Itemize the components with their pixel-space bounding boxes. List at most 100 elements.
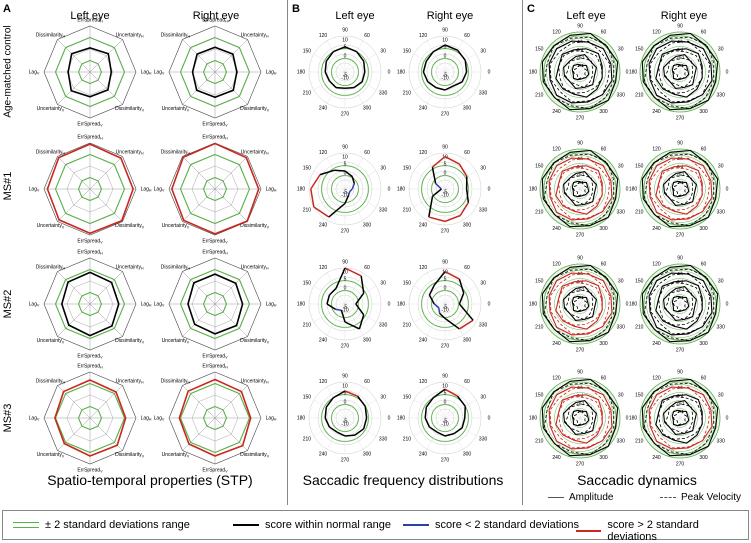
freq-angle-label: 60 (464, 33, 470, 39)
freq-ring-label: -10 (341, 75, 348, 81)
dyn-angle-label: 30 (618, 278, 624, 284)
stp-radar-3-1: ErrSpreadHUncertaintyHLagHDissimilarityV… (154, 363, 277, 473)
freq-series-segment (459, 320, 473, 329)
freq-angle-label: 270 (341, 228, 350, 234)
freq-angle-label: 240 (419, 452, 428, 458)
stp-axis-label: LagV (29, 301, 40, 307)
freq-angle-label: 90 (442, 259, 448, 265)
stp-axis-label: UncertaintyH (241, 33, 269, 39)
stp-axis-label: LagH (141, 186, 152, 192)
freq-series-segment (429, 217, 445, 221)
dyn-angle-label: 240 (652, 341, 661, 347)
freq-ring-label: 0 (444, 170, 447, 176)
freq-angle-label: 330 (379, 90, 388, 96)
dyn-angle-label: 330 (617, 92, 626, 98)
sub-legend-amplitude: Amplitude (548, 492, 613, 503)
freq-angle-label: 0 (488, 186, 491, 192)
dyn-polar-1-0: 90603003303002702402101801501204th3rd2nd… (529, 140, 629, 238)
stp-axis-sub: V (142, 340, 145, 344)
figure-canvas: ErrSpreadH UncertaintyH LagH DissimilarityV… (0, 0, 751, 510)
freq-angle-label: 150 (403, 165, 412, 171)
dyn-angle-label: 210 (635, 209, 644, 215)
freq-angle-label: 150 (303, 165, 312, 171)
stp-axis-label: UncertaintyH (116, 265, 144, 271)
dyn-angle-label: 270 (676, 232, 685, 238)
dyn-angle-label: 270 (676, 461, 685, 467)
stp-axis-label: DissimilarityH (161, 150, 191, 156)
freq-spoke (414, 189, 445, 207)
dyn-angle-label: 60 (601, 29, 607, 35)
stp-axis-sub: H (266, 35, 269, 39)
stp-axis-label: ErrSpreadH (77, 363, 103, 369)
freq-angle-label: 300 (363, 106, 372, 112)
stp-radar-3-0: ErrSpreadHUncertaintyHLagHDissimilarityV… (29, 363, 152, 473)
stp-axis-sub: H (100, 251, 103, 255)
freq-series-segment (336, 88, 345, 89)
freq-ring-label: -10 (441, 421, 448, 427)
freq-angle-label: 180 (397, 301, 406, 307)
freq-angle-label: 60 (464, 265, 470, 271)
dyn-polar-2-0: 90603003303002702402101801501204th3rd2nd… (529, 255, 629, 353)
freq-angle-label: 180 (297, 69, 306, 75)
freq-angle-label: 240 (319, 106, 328, 112)
freq-angle-label: 300 (363, 223, 372, 229)
dyn-polar-3-1: 90603003303002702402101801501204th3rd2nd… (629, 369, 729, 467)
freq-series-segment (453, 82, 462, 86)
freq-angle-label: 0 (388, 415, 391, 421)
dyn-angle-label: 270 (576, 232, 585, 238)
stp-axis-sub: V (187, 340, 190, 344)
stp-axis-sub: V (225, 240, 228, 244)
dyn-angle-label: 150 (635, 46, 644, 52)
stp-axis-label: LagV (154, 69, 165, 75)
dyn-angle-label: 300 (699, 341, 708, 347)
stp-radar-1-1: ErrSpreadHUncertaintyHLagHDissimilarityV… (154, 134, 277, 244)
freq-series-segment (454, 428, 462, 434)
freq-series-segment (325, 407, 326, 418)
freq-series-segment (425, 418, 429, 427)
stp-axis-label: UncertaintyV (37, 338, 65, 344)
freq-spoke (414, 72, 445, 90)
dyn-angle-label: 210 (535, 438, 544, 444)
dyn-angle-label: 120 (652, 29, 661, 35)
freq-series-segment (325, 72, 329, 81)
freq-angle-label: 90 (442, 27, 448, 33)
dyn-angle-label: 0 (726, 69, 729, 75)
dyn-angle-label: 300 (699, 109, 708, 115)
stp-axis-label: ErrSpreadH (202, 249, 228, 255)
dyn-angle-label: 180 (529, 186, 538, 192)
stp-axis-label: LagH (141, 69, 152, 75)
freq-angle-label: 180 (297, 415, 306, 421)
freq-angle-label: 180 (397, 415, 406, 421)
freq-ring-label: 5 (444, 161, 447, 167)
stp-axis-label: LagH (266, 415, 277, 421)
dyn-angle-label: 300 (699, 455, 708, 461)
stp-axis-sub: V (142, 225, 145, 229)
freq-angle-label: 30 (380, 165, 386, 171)
dyn-angle-label: 120 (652, 261, 661, 267)
freq-ring-label: 0 (344, 53, 347, 59)
freq-spoke (314, 189, 345, 207)
freq-spoke (445, 171, 476, 189)
freq-angle-label: 240 (419, 223, 428, 229)
freq-spoke (327, 158, 345, 189)
dyn-angle-label: 30 (718, 278, 724, 284)
dyn-angle-label: 180 (529, 69, 538, 75)
freq-series-segment (329, 288, 336, 295)
stp-axis-sub: H (266, 267, 269, 271)
stp-axis-label: LagH (141, 301, 152, 307)
freq-ring-label: 0 (344, 285, 347, 291)
freq-angle-label: 60 (464, 379, 470, 385)
stp-axis-label: DissimilarityV (240, 106, 270, 112)
stp-axis-label: ErrSpreadH (77, 134, 103, 140)
stp-axis-label: ErrSpreadV (202, 121, 228, 127)
dyn-angle-label: 0 (726, 186, 729, 192)
dyn-angle-label: 120 (652, 375, 661, 381)
dyn-angle-label: 210 (635, 92, 644, 98)
stp-axis-label: UncertaintyV (162, 106, 190, 112)
stp-axis-sub: H (266, 152, 269, 156)
dyn-angle-label: 330 (717, 92, 726, 98)
freq-angle-label: 60 (364, 265, 370, 271)
stp-axis-label: ErrSpreadV (77, 467, 103, 473)
